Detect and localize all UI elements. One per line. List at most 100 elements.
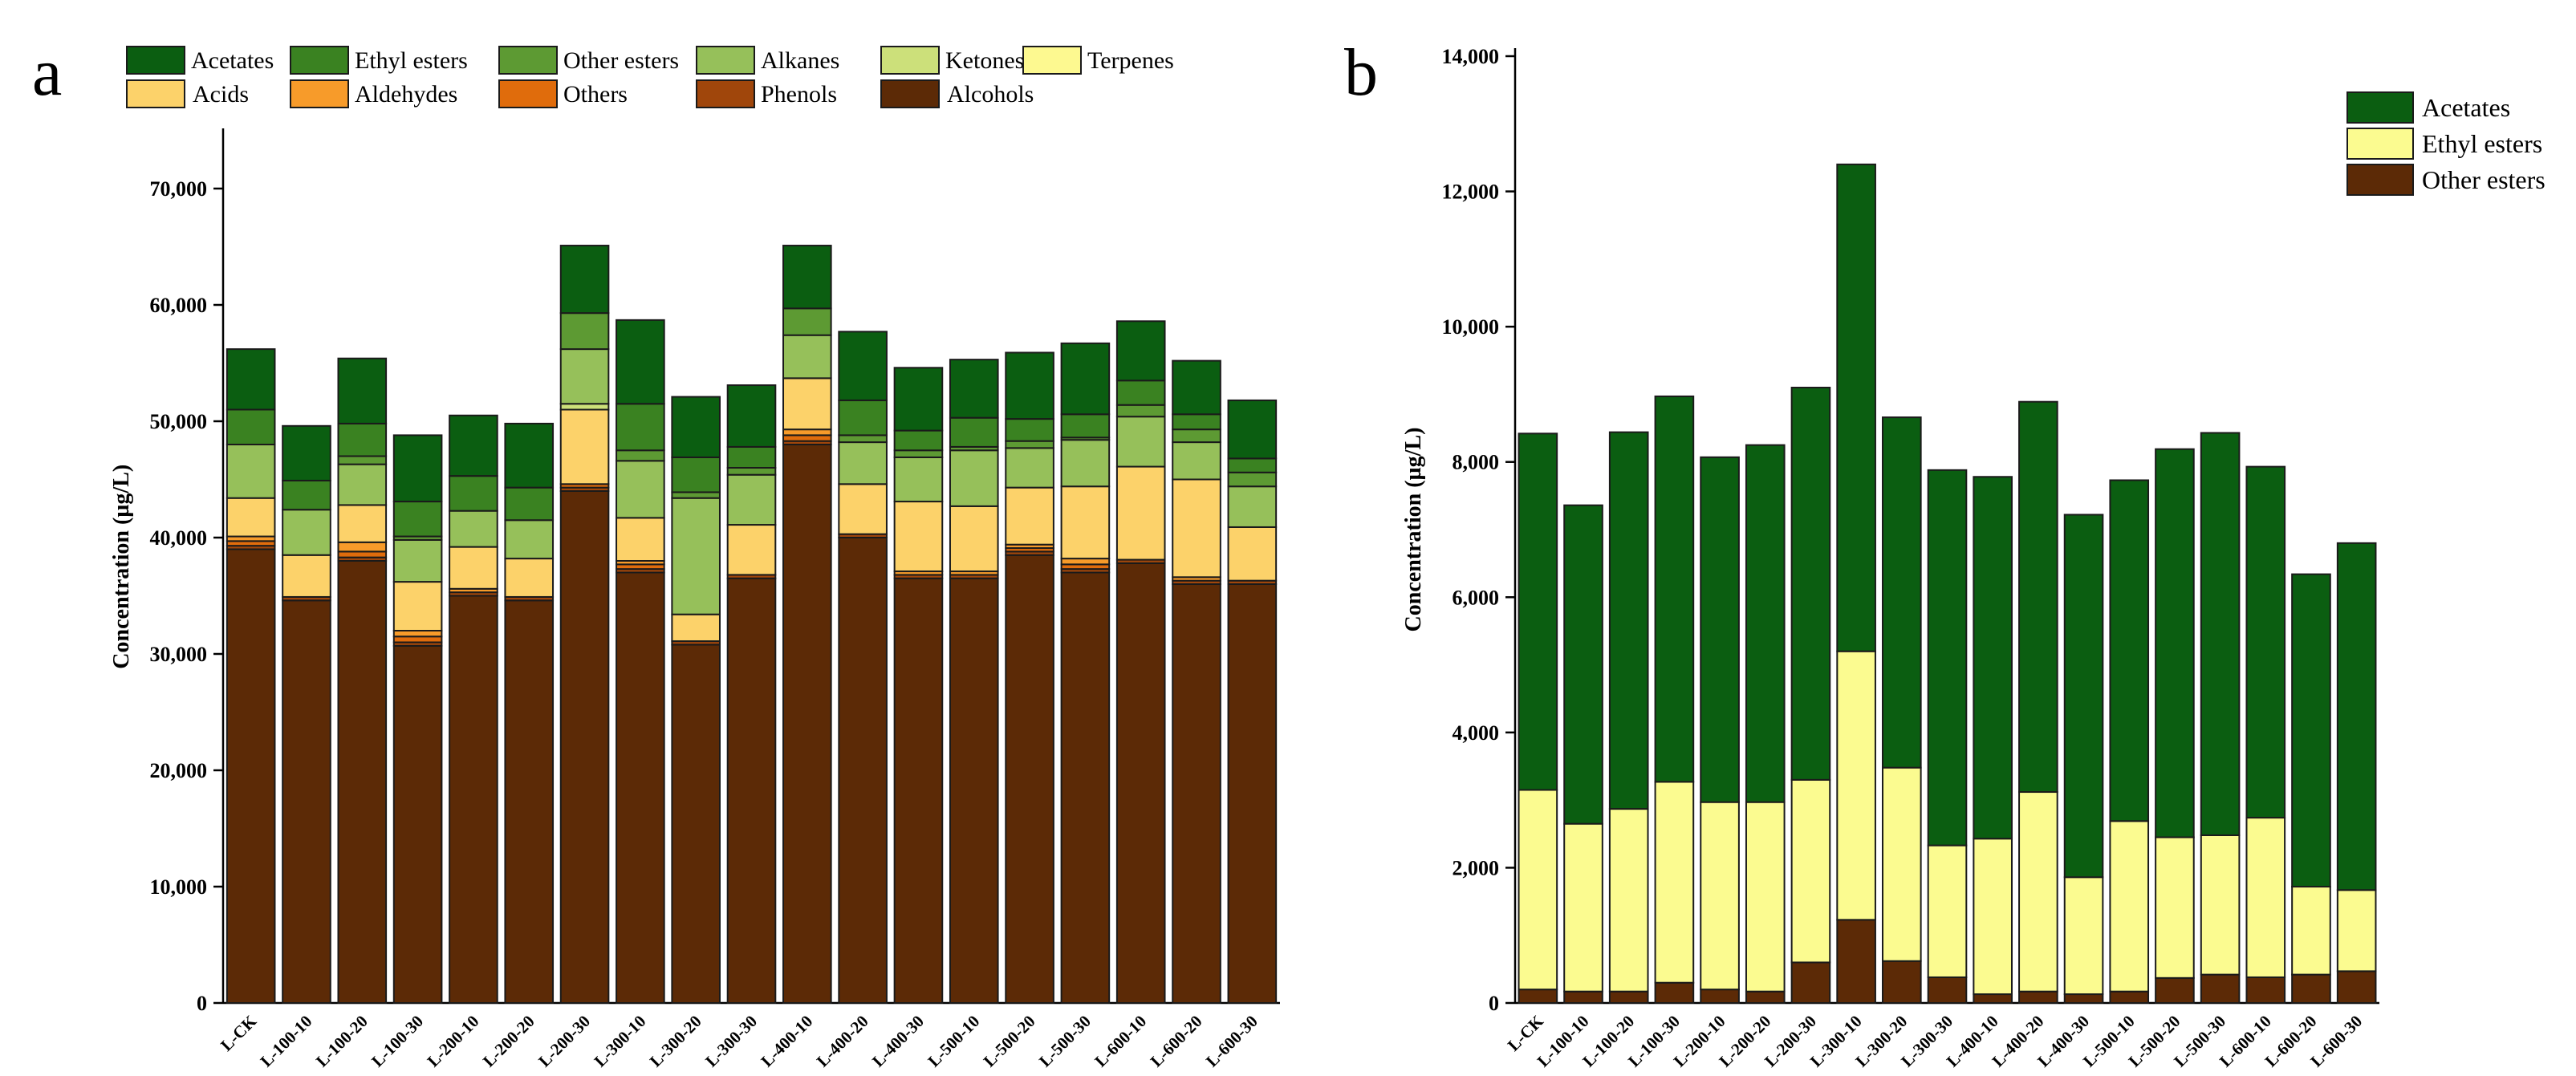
bar-b-other-esters-l-400-10 [1973, 993, 2013, 1004]
bar-b-ethyl-esters-l-600-10 [2245, 817, 2286, 978]
bar-b-ethyl-esters-l-500-30 [2200, 834, 2241, 976]
x-tick-label-a: L-300-10 [591, 1012, 650, 1071]
y-tick-label-b: 12,000 [1442, 181, 1500, 204]
bar-a-alcohols-l-400-10 [782, 444, 832, 1004]
bar-a-alcohols-l-300-20 [671, 644, 721, 1005]
bar-b-ethyl-esters-l-400-20 [2018, 791, 2058, 993]
bar-b-other-esters-l-600-30 [2336, 970, 2377, 1005]
x-tick-label-a: L-400-10 [757, 1012, 816, 1071]
legend-swatch-a-ethyl-esters [290, 46, 349, 75]
bar-a-acetates-l-300-20 [671, 396, 721, 458]
bar-a-alcohols-l-600-10 [1115, 562, 1166, 1004]
bar-b-acetates-l-500-10 [2109, 479, 2150, 822]
x-tick-label-a: L-100-10 [257, 1012, 316, 1071]
bar-b-other-esters-l-200-30 [1790, 961, 1831, 1005]
bar-a-acids-l-ck [226, 497, 276, 538]
legend-swatch-b-other-esters [2346, 164, 2414, 196]
bar-a-acids-l-200-20 [504, 558, 555, 598]
bar-a-other-esters-l-400-10 [782, 307, 832, 336]
bar-a-alkanes-l-200-10 [449, 510, 498, 548]
y-tick-label-a: 20,000 [150, 759, 208, 782]
bar-a-alcohols-l-200-10 [449, 595, 498, 1004]
legend-label-a-acetates: Acetates [191, 47, 274, 74]
bar-b-other-esters-l-100-30 [1654, 981, 1695, 1004]
legend-swatch-a-other-esters [498, 46, 558, 75]
bar-a-alkanes-l-600-10 [1115, 416, 1166, 468]
bar-a-others-l-400-10 [782, 434, 832, 442]
bar-b-acetates-l-600-20 [2291, 573, 2331, 888]
bar-b-acetates-l-600-10 [2245, 465, 2286, 819]
bar-b-ethyl-esters-l-500-20 [2155, 836, 2195, 979]
bar-b-acetates-l-300-10 [1836, 163, 1876, 652]
bar-a-alkanes-l-200-30 [559, 348, 610, 405]
y-tick-label-b: 8,000 [1453, 451, 1500, 474]
bar-b-other-esters-l-400-30 [2063, 993, 2104, 1004]
bar-a-ketones-l-200-30 [559, 403, 610, 411]
bar-b-ethyl-esters-l-100-20 [1608, 808, 1649, 993]
chart-a: a 0 10,000 20,000 30,000 40,000 50,000 60,000 7… [32, 35, 1280, 1070]
bar-b-ethyl-esters-l-300-20 [1882, 766, 1922, 962]
bar-b-ethyl-esters-l-300-10 [1836, 650, 1876, 921]
bar-a-alcohols-l-600-30 [1227, 583, 1278, 1004]
bar-b-acetates-l-400-30 [2063, 514, 2104, 879]
x-tick-label-a: L-100-30 [368, 1012, 427, 1071]
bar-a-acetates-l-600-20 [1172, 359, 1221, 416]
bar-b-other-esters-l-300-10 [1836, 919, 1876, 1005]
bar-b-acetates-l-100-30 [1654, 395, 1695, 783]
bar-b-acetates-l-200-20 [1745, 444, 1786, 803]
bar-a-aldehydes-l-400-10 [782, 428, 832, 436]
bar-b-other-esters-l-200-10 [1700, 989, 1740, 1004]
bar-a-aldehydes-l-100-20 [337, 541, 388, 553]
legend-label-a-alcohols: Alcohols [947, 81, 1034, 108]
bar-a-acetates-l-300-10 [616, 319, 665, 405]
bar-a-other-esters-l-200-30 [559, 312, 610, 351]
bar-a-acids-l-100-10 [282, 554, 331, 598]
legend-swatch-a-aldehydes [290, 79, 349, 108]
y-tick-label-b: 2,000 [1453, 856, 1500, 879]
bar-a-acetates-l-600-10 [1115, 320, 1166, 382]
bar-b-ethyl-esters-l-600-30 [2336, 889, 2377, 972]
bar-a-acetates-l-100-20 [337, 357, 388, 424]
bar-b-ethyl-esters-l-ck [1518, 789, 1558, 991]
bar-a-acids-l-100-20 [337, 504, 388, 543]
legend-swatch-a-alcohols [880, 79, 940, 108]
bar-b-ethyl-esters-l-200-30 [1790, 778, 1831, 964]
bar-a-alcohols-l-500-10 [949, 577, 999, 1004]
bar-a-acids-l-500-20 [1005, 486, 1054, 546]
bar-b-acetates-l-100-20 [1608, 431, 1649, 810]
panel-label-b: b [1344, 35, 1378, 110]
bar-a-alkanes-l-300-10 [616, 460, 665, 519]
y-tick-label-b: 10,000 [1442, 315, 1500, 339]
legend-swatch-a-acetates [126, 46, 185, 75]
bar-b-acetates-l-500-20 [2155, 448, 2195, 838]
bar-a-acids-l-600-30 [1227, 526, 1278, 582]
bar-b-acetates-l-600-30 [2336, 542, 2377, 891]
legend-swatch-a-acids [126, 79, 185, 108]
legend-label-a-ketones: Ketones [945, 47, 1024, 74]
bar-a-acetates-l-400-20 [838, 331, 888, 401]
bar-b-ethyl-esters-l-100-10 [1563, 822, 1603, 993]
bar-a-acetates-l-200-30 [559, 245, 610, 315]
bar-b-other-esters-l-300-20 [1882, 960, 1922, 1004]
bar-b-ethyl-esters-l-100-30 [1654, 781, 1695, 984]
y-tick-label-a: 60,000 [150, 294, 208, 317]
bar-a-aldehydes-l-100-30 [392, 630, 443, 638]
bar-b-other-esters-l-600-10 [2245, 976, 2286, 1005]
bar-b-acetates-l-300-30 [1927, 469, 1968, 847]
bar-a-acetates-l-400-30 [893, 367, 944, 432]
bar-a-other-esters-l-300-10 [616, 449, 665, 462]
bar-a-acids-l-400-10 [782, 377, 832, 431]
bar-a-acetates-l-200-10 [449, 414, 498, 477]
x-tick-label-a: L-400-30 [868, 1012, 928, 1071]
bar-a-ethyl-esters-l-400-20 [838, 399, 888, 436]
bar-a-ethyl-esters-l-600-20 [1172, 413, 1221, 431]
x-tick-label-b: L-CK [1504, 1011, 1548, 1055]
bar-a-ethyl-esters-l-200-10 [449, 475, 498, 512]
bar-a-acids-l-300-30 [726, 524, 777, 576]
bar-a-alcohols-l-500-20 [1005, 554, 1054, 1004]
bar-a-alcohols-l-300-30 [726, 577, 777, 1004]
bar-b-other-esters-l-500-10 [2109, 990, 2150, 1004]
bar-a-other-esters-l-400-30 [893, 449, 944, 458]
legend-swatch-a-terpenes [1022, 46, 1082, 75]
y-tick-label-b: 6,000 [1453, 586, 1500, 609]
